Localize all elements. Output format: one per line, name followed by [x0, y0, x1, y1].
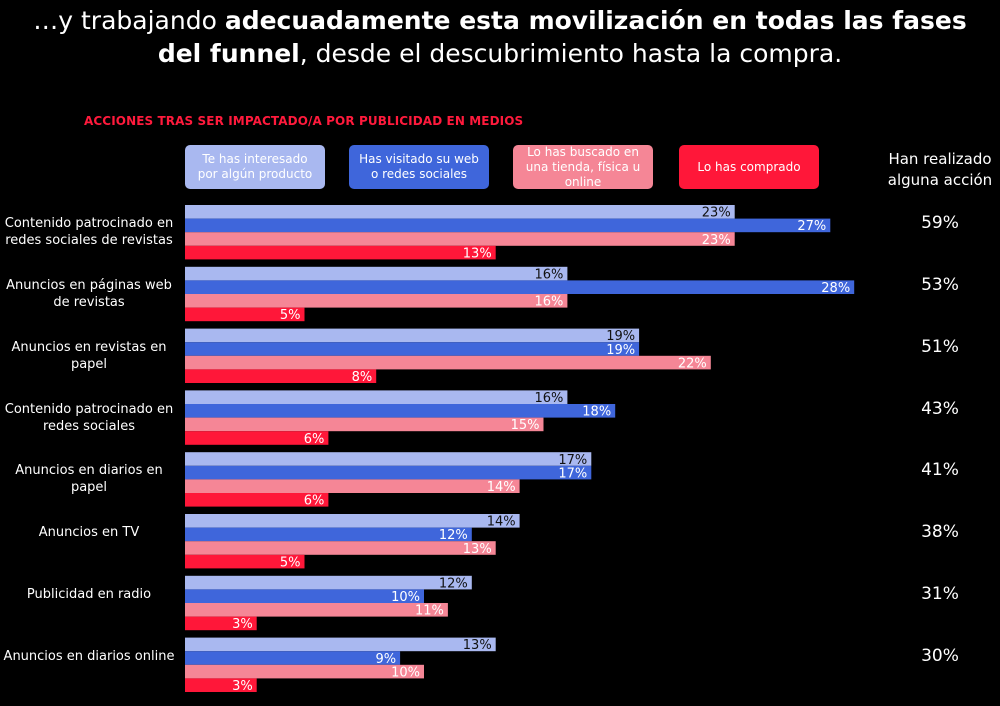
bar-value-label: 22%	[678, 356, 707, 371]
bar	[185, 390, 568, 404]
bar	[185, 205, 735, 219]
bar	[185, 603, 448, 617]
category-label: Anuncios en TV	[38, 525, 140, 541]
total-value: 41%	[921, 460, 959, 481]
bar	[185, 342, 640, 356]
legend-item-4: Lo has comprado	[679, 145, 819, 189]
bar-value-label: 17%	[558, 453, 587, 468]
bar-value-label: 8%	[352, 370, 373, 385]
bar-value-label: 14%	[487, 480, 516, 495]
totals-header: Han realizado alguna acción	[887, 150, 993, 189]
bar	[185, 514, 520, 528]
category-label: Contenido patrocinado en redes sociales …	[4, 216, 174, 249]
category-label: Publicidad en radio	[26, 587, 152, 602]
bar-value-label: 13%	[463, 246, 492, 261]
total-value: 51%	[921, 336, 959, 357]
bar	[185, 465, 592, 480]
bar	[185, 417, 544, 432]
bar	[185, 651, 401, 665]
category-label: Anuncios en revistas en papel	[11, 339, 167, 372]
bar-value-label: 5%	[280, 308, 301, 323]
bar-value-label: 14%	[487, 515, 516, 530]
category-label: Anuncios en páginas web de revistas	[6, 278, 172, 310]
headline-bold1: adecuadamente esta movilización en todas…	[224, 6, 967, 35]
bar-value-label: 10%	[391, 590, 420, 605]
bar-value-label: 28%	[821, 281, 850, 296]
headline-bold2: del funnel	[157, 39, 300, 68]
total-value: 43%	[921, 398, 959, 419]
bar-value-label: 23%	[702, 233, 731, 248]
bar-value-label: 3%	[232, 617, 253, 632]
total-value: 53%	[921, 275, 959, 295]
bar-value-label: 23%	[702, 206, 731, 221]
chart-title: ACCIONES TRAS SER IMPACTADO/A POR PUBLIC…	[84, 114, 524, 128]
category-label: Anuncios en diarios online	[3, 648, 175, 664]
bar	[185, 616, 257, 631]
bar	[185, 232, 735, 246]
legend-item-3: Lo has buscado en una tienda, física u o…	[513, 145, 653, 189]
bar	[185, 307, 305, 322]
bar-value-label: 16%	[534, 391, 563, 406]
legend-item-1: Te has interesado por algún producto	[185, 145, 325, 189]
bar	[185, 280, 855, 294]
bar	[185, 664, 424, 679]
bar	[185, 527, 472, 542]
bar-value-label: 17%	[558, 466, 587, 481]
bar-value-label: 3%	[232, 679, 253, 694]
category-label: Contenido patrocinado en redes sociales	[4, 401, 174, 434]
bar-value-label: 6%	[304, 494, 325, 509]
bar	[185, 404, 616, 418]
bar	[185, 479, 520, 493]
bar	[185, 452, 592, 466]
bar	[185, 678, 257, 692]
bar-value-label: 12%	[439, 528, 468, 543]
bar-value-label: 16%	[534, 267, 563, 282]
bar-value-label: 16%	[534, 295, 563, 310]
category-label: Anuncios en diarios en papel	[15, 463, 163, 496]
bar-value-label: 18%	[582, 405, 611, 420]
bar	[185, 431, 329, 445]
bar	[185, 554, 305, 569]
bar-value-label: 27%	[797, 219, 826, 234]
bar-value-label: 19%	[606, 329, 635, 344]
bar-value-label: 13%	[463, 542, 492, 557]
bar	[185, 218, 831, 233]
bar	[185, 328, 640, 343]
bar	[185, 355, 711, 370]
headline: …y trabajando adecuadamente esta moviliz…	[0, 4, 1000, 70]
bar-value-label: 5%	[280, 555, 301, 570]
headline-part2: , desde el descubrimiento hasta la compr…	[299, 39, 843, 68]
bar-value-label: 10%	[391, 665, 420, 680]
total-value: 31%	[921, 584, 959, 604]
bar	[185, 493, 329, 507]
bar	[185, 369, 377, 383]
bar-value-label: 19%	[606, 343, 635, 358]
total-value: 38%	[921, 522, 959, 543]
bar-value-label: 13%	[463, 638, 492, 653]
bar-value-label: 12%	[439, 576, 468, 591]
bar	[185, 266, 568, 281]
bar	[185, 637, 496, 652]
bar	[185, 589, 424, 603]
legend-item-2: Has visitado su web o redes sociales	[349, 145, 489, 189]
bar-value-label: 9%	[375, 652, 396, 667]
bar	[185, 294, 568, 308]
bar	[185, 575, 472, 590]
bar-value-label: 6%	[304, 432, 325, 447]
total-value: 59%	[921, 213, 959, 234]
total-value: 30%	[921, 645, 959, 666]
bar-value-label: 15%	[511, 418, 540, 433]
bar-value-label: 11%	[415, 604, 444, 619]
bar	[185, 541, 496, 555]
bar	[185, 245, 496, 260]
headline-part1: …y trabajando	[33, 6, 225, 35]
